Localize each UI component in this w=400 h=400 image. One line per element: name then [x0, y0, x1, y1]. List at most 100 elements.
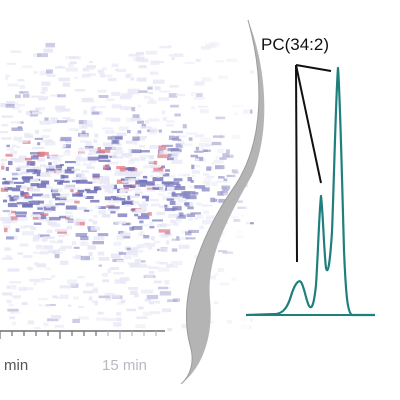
- heatmap-cell: [120, 198, 126, 201]
- heatmap-cell: [34, 327, 41, 330]
- heatmap-cell: [26, 169, 38, 173]
- heatmap-cell: [45, 219, 52, 223]
- heatmap-cell: [129, 195, 139, 199]
- heatmap-cell: [1, 123, 9, 127]
- heatmap-cell: [82, 124, 93, 128]
- heatmap-cell: [41, 135, 50, 139]
- heatmap-cell: [27, 267, 33, 271]
- heatmap-cell: [40, 180, 50, 185]
- heatmap-cell: [0, 217, 11, 221]
- heatmap-cell: [38, 298, 48, 301]
- heatmap-cell: [30, 152, 41, 155]
- curved-divider: [181, 20, 265, 384]
- heatmap-cell: [41, 96, 49, 99]
- x-tick-label-min: min: [4, 357, 28, 374]
- heatmap-cell: [132, 114, 140, 119]
- heatmap-cell: [101, 213, 111, 218]
- heatmap-cell: [19, 121, 24, 124]
- heatmap-cell: [89, 60, 93, 64]
- heatmap-cell: [128, 160, 135, 165]
- heatmap-cell: [51, 315, 62, 320]
- heatmap-cell: [101, 127, 113, 130]
- heatmap-cell: [41, 87, 48, 92]
- heatmap-cell: [6, 62, 16, 65]
- heatmap-cell: [60, 108, 70, 112]
- heatmap-cell: [110, 210, 116, 214]
- heatmap-cell: [74, 200, 80, 204]
- heatmap-cell: [6, 147, 14, 151]
- heatmap-cell: [17, 79, 25, 82]
- heatmap-cell: [126, 308, 136, 312]
- heatmap-cell: [85, 256, 94, 261]
- heatmap-cell: [1, 209, 13, 213]
- heatmap-cell: [10, 50, 22, 53]
- heatmap-cell: [68, 283, 77, 287]
- heatmap-cell: [15, 211, 27, 215]
- heatmap-cell: [135, 180, 147, 185]
- heatmap-cell: [127, 195, 131, 200]
- heatmap-cell: [60, 136, 72, 142]
- heatmap-cell: [59, 164, 64, 167]
- heatmap-cell: [10, 121, 22, 124]
- heatmap-cell: [41, 238, 48, 242]
- heatmap-cell: [13, 196, 25, 200]
- heatmap-cell: [97, 147, 101, 152]
- heatmap-cell: [112, 188, 118, 192]
- heatmap-cell: [28, 278, 40, 282]
- heatmap-cell: [86, 166, 95, 169]
- heatmap-cell: [124, 178, 134, 183]
- heatmap-cell: [137, 104, 142, 108]
- heatmap-cell: [100, 74, 113, 78]
- heatmap-cell: [120, 178, 128, 181]
- heatmap-cell: [38, 303, 43, 307]
- heatmap-cell: [125, 167, 135, 171]
- heatmap-cell: [124, 204, 132, 207]
- heatmap-cell: [116, 312, 122, 316]
- heatmap-cell: [97, 233, 109, 237]
- heatmap-cell: [86, 140, 92, 145]
- heatmap-cell: [11, 187, 21, 192]
- heatmap-cell: [113, 322, 122, 327]
- heatmap-cell: [56, 109, 63, 113]
- heatmap-cell: [88, 296, 93, 301]
- heatmap-cell: [119, 167, 126, 172]
- heatmap-cell: [105, 297, 112, 301]
- heatmap-cell: [46, 69, 53, 74]
- heatmap-cell: [76, 207, 88, 211]
- heatmap-cell: [124, 171, 132, 176]
- heatmap-cell: [105, 98, 115, 101]
- heatmap-cell: [60, 194, 68, 199]
- heatmap-cell: [98, 159, 111, 162]
- heatmap-cell: [58, 239, 63, 243]
- heatmap-cell: [145, 274, 154, 278]
- heatmap-cell: [86, 67, 95, 70]
- heatmap-cell: [43, 322, 49, 327]
- heatmap-cell: [50, 94, 61, 97]
- heatmap-cell: [17, 110, 23, 113]
- heatmap-cell: [58, 181, 63, 185]
- heatmap-cell: [113, 241, 122, 246]
- heatmap-cell: [132, 136, 140, 141]
- heatmap-cell: [41, 139, 52, 143]
- heatmap-cell: [87, 181, 93, 184]
- heatmap-cell: [98, 206, 106, 209]
- heatmap-cell: [84, 145, 94, 149]
- heatmap-cell: [32, 53, 41, 58]
- heatmap-cell: [45, 204, 51, 208]
- heatmap-cell: [55, 228, 67, 232]
- heatmap-cell: [144, 120, 150, 124]
- heatmap-cell: [33, 71, 38, 74]
- heatmap-cell: [34, 137, 43, 140]
- heatmap-cell: [124, 108, 129, 111]
- heatmap-cell: [36, 183, 47, 188]
- heatmap-cell: [43, 48, 53, 53]
- heatmap-cell: [62, 144, 66, 148]
- heatmap-cell: [64, 234, 70, 237]
- heatmap-cell: [12, 106, 20, 110]
- heatmap-cell: [130, 77, 135, 81]
- heatmap-cell: [17, 165, 30, 168]
- heatmap-cell: [98, 210, 106, 215]
- heatmap-cell: [106, 318, 117, 322]
- heatmap-cell: [35, 129, 40, 134]
- heatmap-cell: [111, 63, 119, 68]
